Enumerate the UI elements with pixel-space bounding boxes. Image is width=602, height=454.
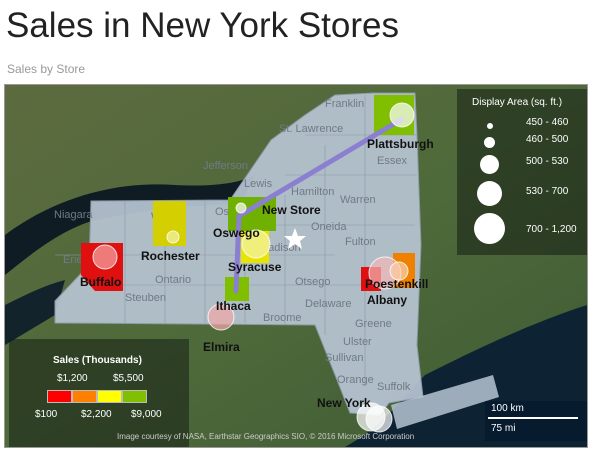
store-bubble-poestenkill[interactable] (389, 261, 409, 281)
sales-swatch-green (122, 390, 147, 403)
county-label: Warren (340, 194, 376, 206)
sales-swatch-yellow (97, 390, 122, 403)
store-label[interactable]: Poestenkill (365, 277, 428, 291)
oswego-county-fill (228, 197, 276, 231)
county-label: Otsego (295, 276, 330, 288)
area-legend-item: 460 - 500 (457, 134, 587, 154)
store-bubble-oswego[interactable] (235, 202, 247, 214)
store-label[interactable]: Syracuse (228, 260, 282, 274)
circle-size-icon (474, 213, 505, 244)
county-label: Greene (355, 318, 392, 330)
page-title: Sales in New York Stores (6, 6, 399, 45)
county-label: St. Lawrence (279, 123, 343, 135)
long-island (391, 375, 499, 429)
attribution: Image courtesy of NASA, Earthstar Geogra… (117, 432, 415, 441)
store-label[interactable]: New York (317, 396, 371, 410)
county-label: Jefferson (203, 160, 248, 172)
store-bubble-syracuse[interactable] (241, 229, 271, 259)
store-label[interactable]: Albany (367, 293, 407, 307)
county-label: Erie (63, 254, 83, 266)
circle-size-icon (484, 137, 495, 148)
circle-size-icon (487, 123, 493, 129)
store-label[interactable]: Plattsburgh (367, 137, 434, 151)
store-label[interactable]: New Store (262, 203, 321, 217)
store-label[interactable]: Rochester (141, 249, 200, 263)
county-borders (55, 95, 417, 385)
sales-tick: $5,500 (113, 373, 144, 384)
sales-tick: $1,200 (57, 373, 88, 384)
area-legend-item: 700 - 1,200 (457, 213, 587, 244)
sales-tick: $9,000 (131, 409, 162, 420)
scale-mi: 75 mi (491, 423, 516, 434)
area-legend-label: 530 - 700 (526, 186, 569, 197)
county-label: Sullivan (325, 352, 364, 364)
county-label: Steuben (125, 292, 166, 304)
sales-tick: $100 (35, 409, 58, 420)
sales-tick: $2,200 (81, 409, 112, 420)
area-legend-label: 450 - 460 (526, 117, 569, 128)
store-bubble-buffalo[interactable] (92, 244, 118, 270)
area-legend-label: 500 - 530 (526, 156, 569, 167)
area-legend-item: 530 - 700 (457, 181, 587, 206)
lake-erie (5, 280, 65, 345)
store-label[interactable]: Buffalo (80, 275, 121, 289)
display-area-legend: Display Area (sq. ft.) 450 - 460 460 - 5… (457, 89, 587, 255)
sales-swatch-orange (72, 390, 97, 403)
store-bubble-elmira[interactable] (207, 303, 235, 331)
county-label: Ontario (155, 274, 191, 286)
map[interactable]: ClintonFranklinSt. LawrenceEssexJefferso… (4, 84, 588, 448)
county-label: Fulton (345, 236, 376, 248)
county-label: Lewis (244, 178, 273, 190)
scale-bar: 100 km 75 mi (485, 401, 587, 441)
sales-swatch-red (47, 390, 72, 403)
county-label: Orange (337, 374, 374, 386)
county-label: Niagara (54, 209, 93, 221)
county-label: Franklin (325, 98, 364, 110)
store-label[interactable]: Oswego (213, 226, 260, 240)
area-legend-title: Display Area (sq. ft.) (472, 97, 563, 108)
circle-size-icon (477, 181, 502, 206)
chart-subtitle: Sales by Store (7, 62, 86, 76)
county-label: Ulster (343, 336, 372, 348)
store-bubble-rochester[interactable] (166, 230, 180, 244)
circle-size-icon (480, 155, 499, 174)
scale-km: 100 km (491, 403, 524, 414)
sales-legend-title: Sales (Thousands) (53, 355, 142, 366)
sales-legend: Sales (Thousands) $1,200 $5,500 $100 $2,… (9, 339, 189, 447)
new-store-star-icon[interactable] (284, 228, 306, 249)
store-bubble-plattsburgh[interactable] (389, 102, 415, 128)
county-label: Suffolk (377, 381, 411, 393)
area-legend-label: 460 - 500 (526, 134, 569, 145)
area-legend-item: 500 - 530 (457, 155, 587, 176)
county-label: Delaware (305, 298, 351, 310)
county-label: Oneida (311, 221, 347, 233)
store-label[interactable]: Elmira (203, 340, 240, 354)
area-legend-item: 450 - 460 (457, 117, 587, 137)
scale-line (488, 417, 578, 419)
county-label: Broome (263, 312, 302, 324)
county-label: Hamilton (291, 186, 334, 198)
county-label: Essex (377, 155, 407, 167)
store-bubble-new-york-2[interactable] (365, 405, 393, 433)
route-line[interactable] (233, 116, 405, 294)
area-legend-label: 700 - 1,200 (526, 224, 577, 235)
store-label[interactable]: Ithaca (216, 299, 251, 313)
